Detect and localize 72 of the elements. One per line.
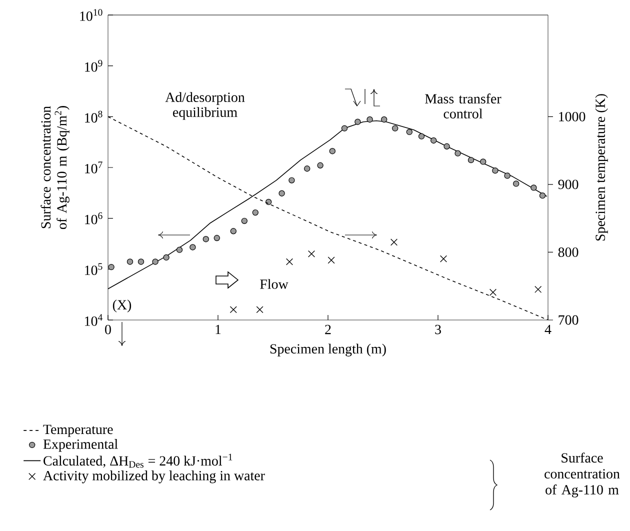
point xyxy=(366,116,373,123)
x-tick-label: 3 xyxy=(435,324,441,334)
point xyxy=(392,125,398,132)
x-tick-label: 1 xyxy=(216,324,221,334)
text: Surface concentration of Ag-110 m xyxy=(544,452,620,498)
point xyxy=(241,218,248,224)
legend-label: Temperature xyxy=(43,424,113,437)
legend-label: Experimental xyxy=(43,439,118,452)
point xyxy=(163,254,170,261)
point xyxy=(278,190,285,196)
point xyxy=(430,137,437,144)
y-tick-label: 10$^{9}$ xyxy=(85,60,102,72)
point xyxy=(256,306,264,314)
point xyxy=(266,198,272,206)
y2-tick-label: 700 xyxy=(558,315,578,325)
annotation: (X) xyxy=(112,300,132,312)
legend-label: Activity mobilized by leaching in water xyxy=(43,470,265,484)
point xyxy=(418,133,425,140)
point xyxy=(176,246,183,253)
point xyxy=(480,158,486,165)
x-tick-label: 0 xyxy=(105,324,111,334)
point xyxy=(530,184,537,191)
point xyxy=(492,167,498,174)
y2-axis-title: Specimen temperature (K) xyxy=(595,94,608,241)
point xyxy=(126,258,134,265)
x-axis-title: Specimen length (m) xyxy=(270,344,386,356)
y-tick-label: 10$^{7}$ xyxy=(85,162,102,174)
point xyxy=(214,234,220,242)
point xyxy=(190,244,196,250)
y-tick-label: 10$^{8}$ xyxy=(85,110,102,123)
y-tick-label: 10$^{10}$ xyxy=(80,9,102,21)
point xyxy=(230,306,237,314)
point xyxy=(288,177,295,184)
point xyxy=(328,256,335,264)
point xyxy=(406,128,412,136)
point xyxy=(504,172,510,179)
annotation: Flow xyxy=(260,279,288,289)
point xyxy=(329,148,336,154)
point xyxy=(152,258,158,265)
point xyxy=(202,236,209,242)
point xyxy=(468,156,474,164)
point xyxy=(534,286,542,293)
point xyxy=(230,228,236,234)
point xyxy=(539,192,546,199)
point xyxy=(489,288,497,296)
point xyxy=(440,255,448,262)
point xyxy=(317,162,324,168)
x-tick-label: 4 xyxy=(544,324,552,334)
point xyxy=(444,143,450,150)
point xyxy=(354,118,361,125)
point xyxy=(390,238,398,246)
y-tick-label: 10$^{4}$ xyxy=(85,314,103,326)
x-tick-label: 2 xyxy=(325,324,331,334)
point xyxy=(454,150,461,156)
y2-tick-label: 900 xyxy=(558,180,578,190)
y2-tick-label: 1000 xyxy=(559,112,586,122)
point xyxy=(108,264,114,270)
point xyxy=(341,125,348,132)
annotation: Mass transfer control xyxy=(425,94,502,118)
point xyxy=(252,209,258,216)
point xyxy=(513,180,520,187)
point xyxy=(138,258,144,265)
annotation: Ad/desorption equilibrium xyxy=(165,92,245,120)
y-tick-label: 10$^{6}$ xyxy=(85,212,102,224)
y-axis-title: Surface concentration of Ag-110 m (Bq/m$^{2}$) xyxy=(40,106,70,230)
point xyxy=(304,166,310,172)
point xyxy=(286,258,294,266)
point xyxy=(381,116,388,123)
y2-tick-label: 800 xyxy=(558,248,578,257)
y-tick-label: 10$^{5}$ xyxy=(85,263,102,276)
legend-label: Calculated, ΔH$_{Des}$ = 240 kJ·mol$^{−1}$ xyxy=(44,454,232,468)
point xyxy=(308,250,316,258)
